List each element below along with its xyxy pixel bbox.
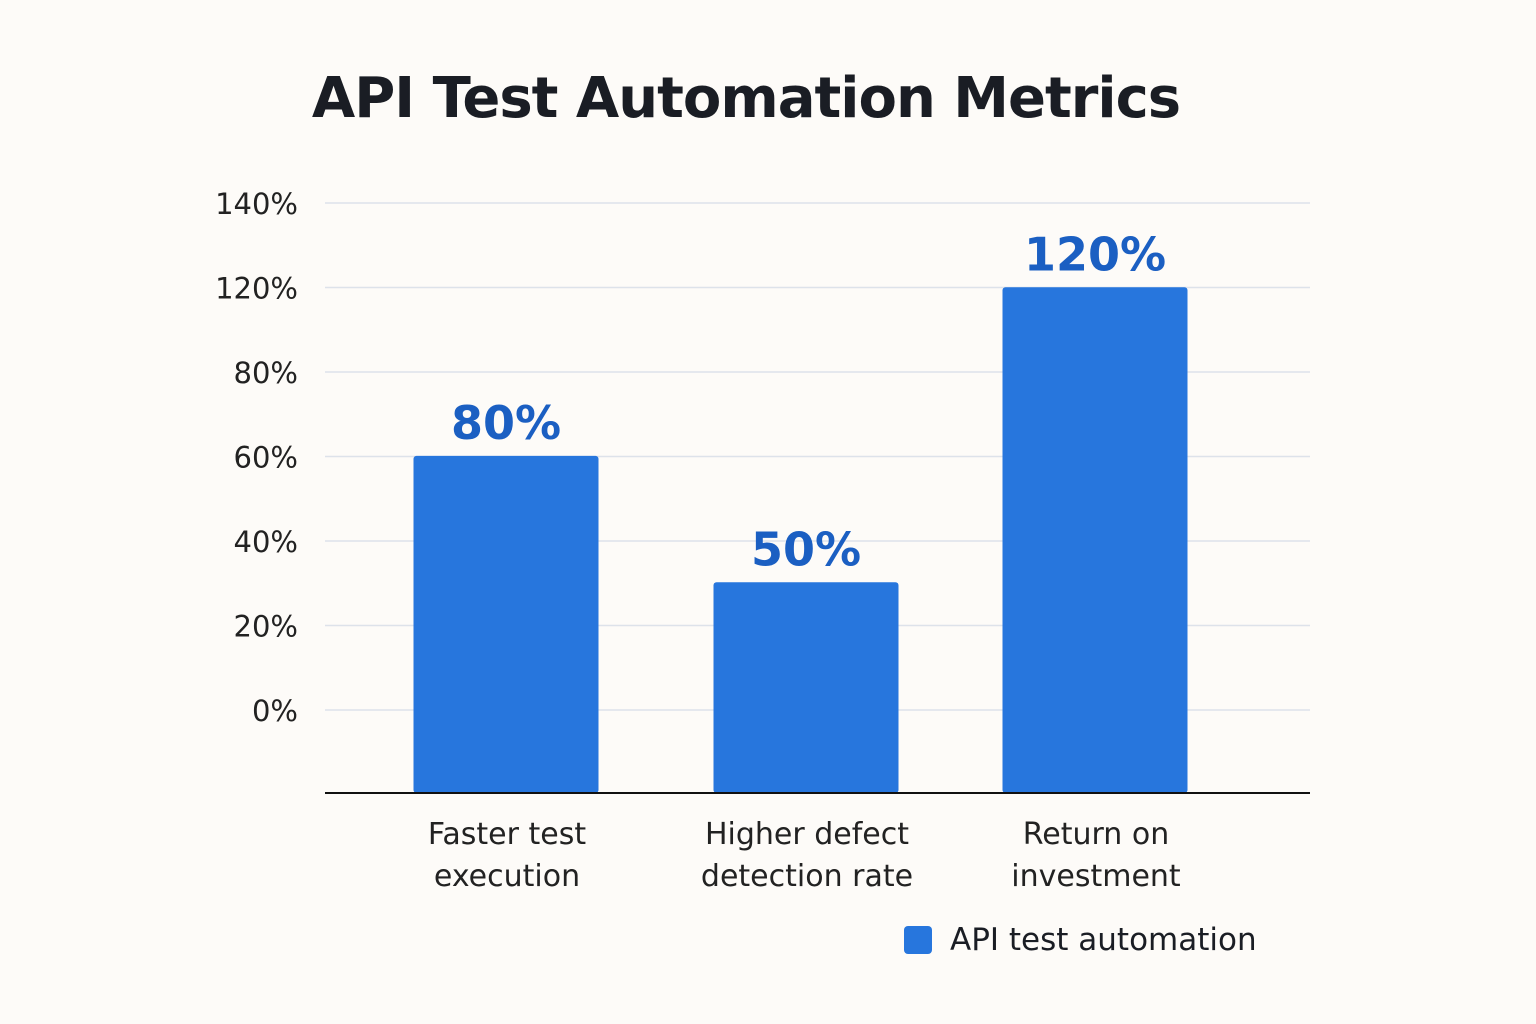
y-tick-label: 60% (234, 441, 298, 475)
legend-swatch (904, 926, 932, 954)
x-category-label: Higher defect (705, 817, 909, 852)
x-category-label: Return on (1023, 817, 1169, 852)
bar (1002, 287, 1188, 793)
y-tick-label: 20% (234, 610, 298, 644)
y-tick-label: 40% (234, 525, 298, 559)
bar (413, 455, 599, 793)
x-category-label: Faster test (428, 817, 586, 852)
data-label: 50% (751, 522, 861, 576)
legend-label: API test automation (950, 922, 1257, 958)
legend: API test automation (904, 922, 1257, 958)
y-tick-label: 140% (215, 187, 298, 221)
y-tick-label: 0% (252, 694, 298, 728)
x-category-label: investment (1011, 859, 1181, 894)
y-tick-label: 80% (234, 356, 298, 390)
x-category-label: detection rate (701, 859, 913, 894)
bar (713, 582, 899, 793)
x-category-label: execution (434, 859, 580, 894)
data-label: 120% (1024, 227, 1166, 281)
y-tick-label: 120% (215, 272, 298, 306)
data-label: 80% (451, 396, 561, 450)
chart-title: API Test Automation Metrics (311, 66, 1181, 131)
